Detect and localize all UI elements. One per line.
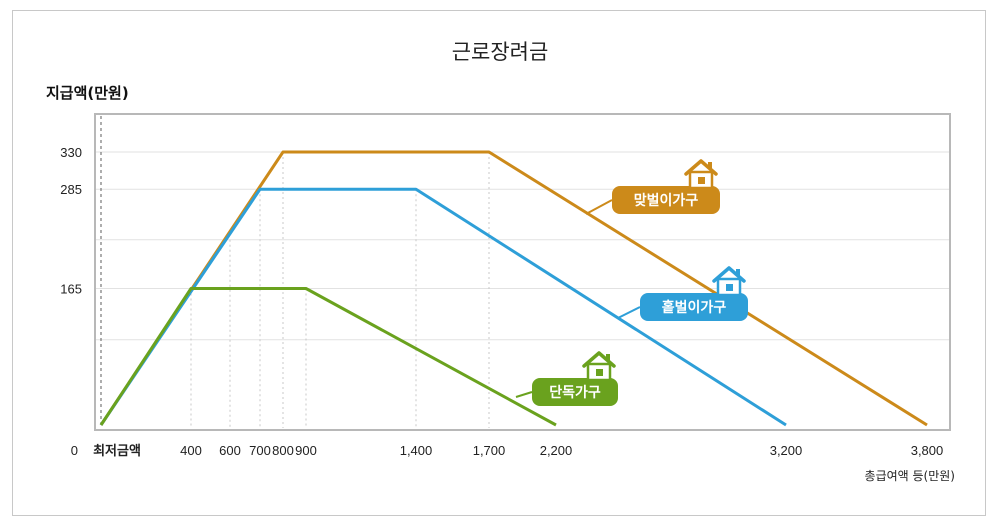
chart-title: 근로장려금 — [452, 40, 549, 64]
x-tick-label: 3,200 — [770, 443, 803, 458]
x-tick-label: 900 — [295, 443, 317, 458]
x-tick-label: 600 — [219, 443, 241, 458]
house-icon — [582, 351, 616, 382]
x-tick-label: 2,200 — [540, 443, 573, 458]
label-badge — [532, 378, 618, 406]
house-icon — [712, 266, 746, 297]
x-tick-label: 700 — [249, 443, 271, 458]
y-axis-label: 지급액(만원) — [46, 84, 129, 102]
y-tick-label: 285 — [60, 182, 82, 197]
x-tick-label: 1,400 — [400, 443, 433, 458]
y-tick-label: 0 — [71, 443, 78, 458]
x-guide-lines — [100, 116, 490, 428]
series-label-홑벌이가구: 홑벌이가구 — [617, 266, 748, 321]
label-leader-line — [585, 199, 613, 215]
label-badge — [640, 293, 748, 321]
label-text: 단독가구 — [549, 384, 601, 401]
x-tick-label: 800 — [272, 443, 294, 458]
x-tick-label: 400 — [180, 443, 202, 458]
x-tick-label: 1,700 — [473, 443, 506, 458]
x-tick-label: 최저금액 — [93, 443, 141, 458]
y-tick-label: 330 — [60, 145, 82, 160]
series-label-맞벌이가구: 맞벌이가구 — [585, 159, 720, 215]
label-text: 홑벌이가구 — [662, 299, 727, 316]
label-badge — [612, 186, 720, 214]
series-label-단독가구: 단독가구 — [515, 351, 618, 406]
label-text: 맞벌이가구 — [634, 192, 699, 209]
y-tick-label: 165 — [60, 282, 82, 297]
x-tick-label: 3,800 — [911, 443, 944, 458]
series-lines — [99, 150, 928, 427]
label-leader-line — [617, 306, 641, 319]
x-axis-label: 총급여액 등(만원) — [865, 469, 955, 483]
y-tick-labels: 0 165 285 330 — [60, 145, 82, 458]
x-tick-labels: 최저금액 400 600 700 800 900 1,400 1,700 2,200 3,200 3… — [93, 443, 943, 458]
grid-lines — [96, 151, 949, 341]
series-line-단독가구 — [99, 287, 557, 427]
house-icon — [684, 159, 718, 190]
label-leader-line — [515, 391, 533, 398]
plot-area — [94, 113, 951, 431]
